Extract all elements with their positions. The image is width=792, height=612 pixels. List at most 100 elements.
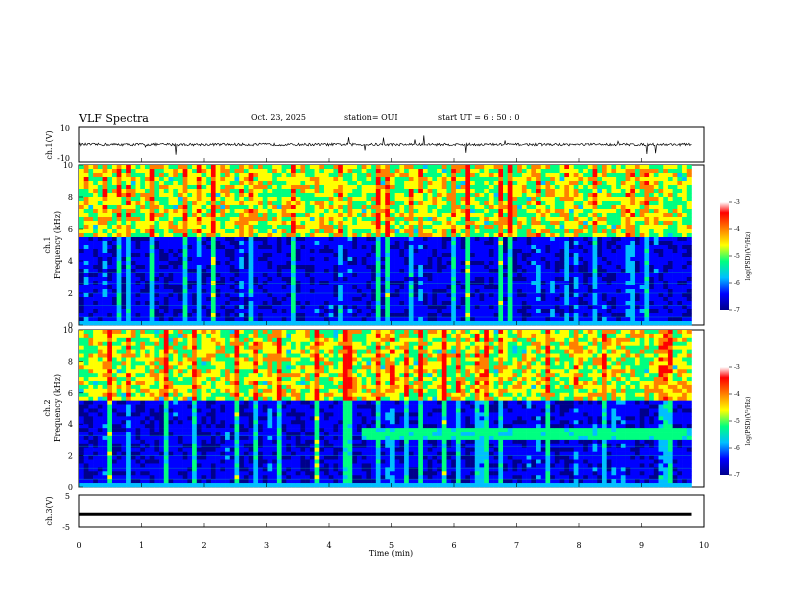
spec1-cell [229,305,235,310]
spec1-cell [498,213,504,218]
spec1-cell [649,165,655,170]
spec1-cell [295,217,301,222]
spec1-cell [239,221,245,226]
spec1-cell [234,285,240,290]
spec1-cell [121,265,127,270]
spec1-cell [550,245,556,250]
spec1-cell [625,257,631,262]
spec1-cell [328,281,334,286]
spec1-cell [658,253,664,258]
spec1-cell [432,289,438,294]
spec1-cell [418,305,424,310]
spec1-cell [291,265,297,270]
spec1-cell [309,189,315,194]
spec1-cell [366,265,372,270]
spec1-cell [126,301,132,306]
spec1-cell [163,317,169,322]
spec1-cell [144,321,150,326]
spec1-cell [281,261,287,266]
spec1-cell [154,173,160,178]
spec1-cell [592,217,598,222]
spec1-cell [140,205,146,210]
spec1-cell [583,313,589,318]
spec1-cell [616,209,622,214]
spec1-cell [597,237,603,242]
spec1-cell [210,177,216,182]
spec1-cell [225,293,231,298]
spec1-cell [192,249,198,254]
spec1-cell [305,197,311,202]
spec1-cell [422,193,428,198]
spec1-cell [587,241,593,246]
spec1-cell [470,237,476,242]
spec1-cell [620,269,626,274]
spec1-cell [234,249,240,254]
spec1-cell [319,229,325,234]
spec1-cell [314,205,320,210]
spec1-cell [413,229,419,234]
spec1-cell [493,257,499,262]
spec1-cells [79,165,692,326]
spec1-cell [116,273,122,278]
spec1-cell [399,169,405,174]
spec1-cell [540,309,546,314]
spec1-cell [187,317,193,322]
spec1-cell [121,217,127,222]
spec1-cell [196,169,202,174]
spec1-cell [375,185,381,190]
spec1-cell [366,193,372,198]
spec1-cell [437,281,443,286]
spec1-cell [253,225,259,230]
spec1-cell [451,313,457,318]
spec1-cell [564,253,570,258]
spec1-cell [276,301,282,306]
spec1-cell [314,233,320,238]
spec1-cell [488,257,494,262]
spec1-cell [521,289,527,294]
spec1-cell [422,277,428,282]
spec1-cell [521,293,527,298]
spec1-cell [192,165,198,170]
spec1-cell [634,181,640,186]
spec1-cell [564,293,570,298]
spec1-cell [601,193,607,198]
spec1-cell [465,285,471,290]
spec1-cell [258,269,264,274]
spec1-cell [276,321,282,326]
spec1-cell [540,269,546,274]
spec1-cell [620,189,626,194]
spec1-cell [121,185,127,190]
spec1-cell [507,221,513,226]
spec1-cell [634,269,640,274]
spec1-cell [559,253,565,258]
spec1-cell [210,305,216,310]
spec1-cell [526,193,532,198]
spec1-cell [102,273,108,278]
spec1-cell [366,205,372,210]
spec1-cell [578,269,584,274]
spec1-cell [512,229,518,234]
spec1-cell [206,293,212,298]
spec1-cell [634,285,640,290]
spec1-cell [455,217,461,222]
spec1-cell [159,253,165,258]
spec1-cell [201,261,207,266]
spec1-cell [356,269,362,274]
spec1-cell [196,185,202,190]
spec1-cell [319,221,325,226]
spec1-cell [583,309,589,314]
spec1-cell [663,213,669,218]
spec1-cell [126,269,132,274]
spec1-cell [79,217,85,222]
spec1-cell [182,257,188,262]
spec1-cell [569,249,575,254]
spec1-cell [107,173,113,178]
spec1-cell [455,181,461,186]
spec1-cell [455,193,461,198]
spec1-cell [102,225,108,230]
spec1-cell [498,309,504,314]
spec1-cell [272,273,278,278]
spec1-cell [192,189,198,194]
spec1-cell [159,189,165,194]
spec1-cell [338,169,344,174]
